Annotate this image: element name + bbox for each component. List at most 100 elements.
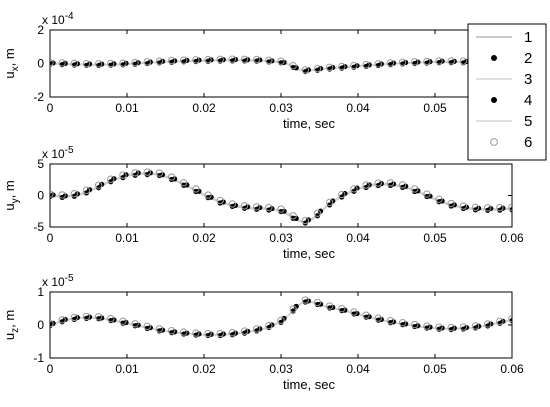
y-label-sub: y [10, 198, 21, 203]
series-6-point [459, 202, 468, 210]
x-tick-label: 0.05 [423, 362, 447, 376]
series-6-point [216, 55, 224, 64]
series-6-point [350, 185, 358, 193]
series-6-point [483, 204, 492, 212]
series-6-point [265, 56, 273, 64]
series-6-point [240, 202, 249, 210]
y-label-unit: , m [2, 180, 17, 198]
series-6-point [155, 325, 164, 333]
series-6-point [338, 62, 346, 71]
series-6-point [143, 58, 151, 66]
series-6-point [131, 320, 139, 328]
series-6-point [131, 169, 139, 177]
legend-box [467, 23, 547, 161]
series-6-point [313, 64, 322, 73]
x-tick-label: 0.06 [500, 231, 524, 245]
exponent-label: x 10-5 [42, 273, 74, 289]
series-6-point [82, 312, 91, 321]
series-2-point [339, 194, 345, 200]
legend-label: 5 [524, 113, 532, 130]
series-6-point [374, 60, 382, 68]
x-tick-label: 0.02 [192, 101, 216, 115]
legend-item-4: 4 [491, 92, 532, 109]
series-6-point [411, 320, 419, 329]
y-label-main: u [2, 203, 17, 210]
series-6-point [155, 169, 164, 177]
y-label-unit: , m [2, 310, 17, 328]
series-6-point [192, 329, 200, 337]
series-6-point [325, 198, 334, 207]
series-6-point [58, 316, 66, 324]
legend-circle-swatch [490, 138, 498, 146]
series-2-point [327, 202, 333, 208]
y-tick-label: 0 [37, 57, 44, 71]
series-6-point [192, 185, 200, 193]
series-6-point [82, 186, 91, 195]
series-6-point [155, 57, 164, 65]
y-label-main: u [2, 71, 17, 78]
series-6-point [180, 56, 188, 64]
series-6-point [94, 181, 103, 189]
series-6-point [167, 173, 176, 181]
series-6-point [301, 66, 310, 74]
series-6-point [411, 58, 419, 66]
series-6-point [240, 55, 249, 63]
series-3-line [50, 172, 512, 223]
series-6-point [496, 203, 504, 212]
legend-item-1: 1 [476, 29, 532, 46]
series-6-point [398, 58, 407, 66]
exponent-prefix: x 10 [42, 275, 65, 289]
legend-item-2: 2 [491, 50, 532, 67]
x-tick-label: 0.04 [346, 231, 370, 245]
series-1-line [50, 172, 512, 224]
x-tick-label: 0 [47, 231, 54, 245]
x-tick-label: 0.05 [423, 101, 447, 115]
series-6-point [289, 212, 297, 220]
series-6-point [447, 199, 455, 208]
legend-dot-swatch [491, 97, 497, 103]
series-6-point [143, 168, 151, 176]
exponent-value: -4 [65, 11, 74, 22]
series-6-point [50, 58, 54, 67]
series-6-point [362, 60, 370, 69]
x-tick-label: 0.06 [500, 362, 524, 376]
series-6-point [180, 179, 188, 187]
exponent-value: -5 [65, 273, 74, 284]
series-6-point [228, 55, 237, 63]
series-2-point [314, 213, 321, 219]
series-6-point [301, 296, 310, 304]
series-6-point [459, 57, 468, 65]
series-6-point [301, 216, 310, 225]
series-6-point [50, 319, 54, 328]
series-6-point [435, 57, 443, 65]
series-6-point [374, 179, 382, 187]
series-6-point [459, 323, 468, 331]
series-6-point [362, 181, 370, 189]
y-tick-label: 1 [37, 285, 44, 299]
x-axis-label: time, sec [283, 377, 336, 392]
series-6-point [252, 325, 261, 333]
y-tick-label: 0 [37, 318, 44, 332]
y-label-sub: z [10, 328, 21, 333]
y-tick-label: -5 [33, 220, 44, 234]
legend-label: 6 [524, 134, 532, 151]
series-6-point [228, 200, 237, 208]
series-6-point [228, 329, 237, 337]
y-tick-label: 0 [37, 189, 44, 203]
series-6-point [508, 315, 512, 323]
y-axis-label: uz, m [2, 310, 21, 340]
x-tick-label: 0.02 [192, 231, 216, 245]
series-6-point [70, 190, 79, 198]
series-6-point [58, 59, 66, 67]
legend-item-3: 3 [476, 71, 532, 88]
series-6-point [338, 190, 346, 199]
y-label-main: u [2, 333, 17, 340]
series-6-point [167, 56, 176, 65]
series-6-point [119, 59, 127, 67]
series-6-point [496, 317, 504, 326]
y-axis-label: uy, m [2, 180, 21, 210]
series-6-point [70, 313, 79, 322]
series-6-point [508, 203, 512, 211]
legend-item-6: 6 [490, 134, 532, 151]
